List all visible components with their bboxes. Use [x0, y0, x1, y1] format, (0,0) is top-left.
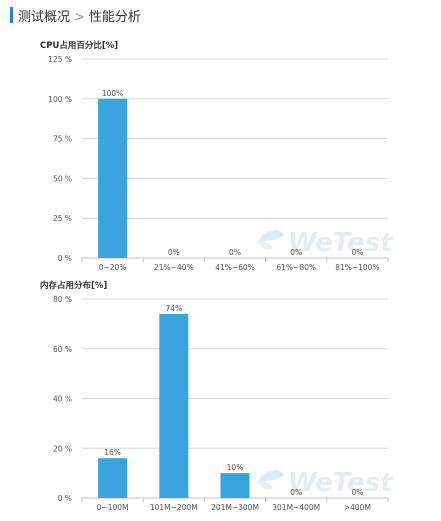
y-tick-label: 0 %	[58, 254, 72, 263]
breadcrumb: 测试概况 > 性能分析	[18, 6, 141, 25]
page-header: 测试概况 > 性能分析	[10, 6, 141, 25]
y-tick-label: 25 %	[53, 214, 72, 223]
y-tick-label: 60 %	[53, 345, 72, 354]
x-tick-label: 41%~60%	[215, 263, 255, 272]
x-tick-label: 201M~300M	[211, 503, 259, 512]
x-tick-label: 0~100M	[97, 503, 129, 512]
cpu-usage-chart: CPU占用百分比[%] 0 % 25 % 50 % 75 % 100 % 125 % WeTe…	[40, 40, 394, 272]
y-tick-label: 125 %	[48, 55, 72, 64]
data-label: 0%	[290, 248, 302, 257]
x-tick-label: 81%~100%	[335, 263, 379, 272]
data-label: 0%	[351, 488, 363, 497]
data-label: 16%	[104, 448, 121, 457]
x-tick-label: 21%~40%	[154, 263, 194, 272]
bar[interactable]	[220, 473, 250, 498]
x-tick-label: 101M~200M	[150, 503, 198, 512]
wetest-watermark-logo: WeTest	[258, 468, 394, 498]
breadcrumb-section[interactable]: 测试概况	[18, 9, 71, 25]
watermark-text: WeTest	[288, 228, 394, 258]
y-tick-label: 50 %	[53, 174, 72, 183]
x-tick-label: 0~20%	[99, 263, 127, 272]
bar[interactable]	[98, 458, 128, 498]
data-label: 10%	[227, 463, 244, 472]
memory-usage-chart: 内存占用分布[%] 0 % 20 % 40 % 60 % 80 % WeTest 16% 0~1…	[40, 280, 394, 512]
bar[interactable]	[159, 313, 189, 498]
data-label: 74%	[165, 304, 182, 313]
data-label: 100%	[102, 89, 123, 98]
x-tick-label: 301M~400M	[272, 503, 320, 512]
y-tick-label: 75 %	[53, 135, 72, 144]
data-label: 0%	[351, 248, 363, 257]
header-accent-bar	[10, 7, 13, 23]
wetest-watermark-logo: WeTest	[258, 228, 394, 258]
y-tick-label: 0 %	[58, 494, 72, 503]
data-label: 0%	[290, 488, 302, 497]
y-tick-label: 80 %	[53, 295, 72, 304]
y-tick-label: 100 %	[48, 95, 72, 104]
x-tick-label: >400M	[344, 503, 371, 512]
data-label: 0%	[168, 248, 180, 257]
breadcrumb-separator: >	[74, 9, 85, 25]
breadcrumb-page: 性能分析	[88, 9, 141, 25]
y-tick-label: 20 %	[53, 444, 72, 453]
y-tick-label: 40 %	[53, 395, 72, 404]
chart-title: 内存占用分布[%]	[40, 280, 107, 291]
watermark-text: WeTest	[288, 468, 394, 498]
bar[interactable]	[98, 98, 128, 258]
chart-title: CPU占用百分比[%]	[40, 40, 118, 51]
data-label: 0%	[229, 248, 241, 257]
x-tick-label: 61%~80%	[276, 263, 316, 272]
